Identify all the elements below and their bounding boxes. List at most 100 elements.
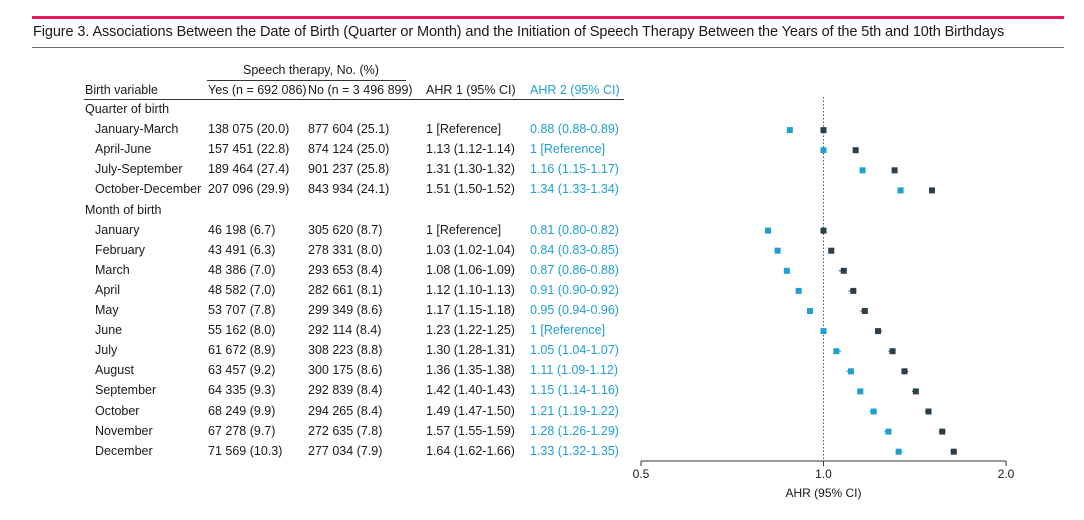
ahr2-marker: [806, 308, 813, 314]
cell-no: 877 604 (25.1): [308, 122, 390, 137]
ahr2-marker: [870, 408, 877, 415]
cell-yes: 48 582 (7.0): [208, 282, 276, 297]
row-label: February: [95, 242, 146, 257]
cell-ahr2: 1.05 (1.04-1.07): [530, 343, 619, 358]
cell-ahr2: 1 [Reference]: [530, 142, 606, 157]
cell-ahr1: 1.23 (1.22-1.25): [426, 323, 515, 338]
section-label: Month of birth: [85, 202, 162, 217]
cell-no: 293 653 (8.4): [308, 262, 383, 277]
ahr1-marker: [820, 227, 827, 234]
ahr1-marker: [950, 448, 957, 455]
cell-no: 272 635 (7.8): [308, 423, 383, 438]
cell-yes: 71 569 (10.3): [208, 443, 283, 458]
cell-ahr2: 1.28 (1.26-1.29): [530, 423, 619, 438]
cell-ahr2: 1.34 (1.33-1.34): [530, 182, 619, 197]
row-label: January-March: [95, 122, 179, 137]
cell-ahr1: 1.64 (1.62-1.66): [426, 443, 515, 458]
header-rule: [84, 99, 624, 100]
cell-ahr1: 1.49 (1.47-1.50): [426, 403, 515, 418]
ahr1-marker: [901, 368, 908, 375]
cell-ahr1: 1.36 (1.35-1.38): [426, 363, 515, 378]
cell-yes: 64 335 (9.3): [208, 383, 276, 398]
header-group-rule: [207, 80, 406, 81]
accent-bar: [32, 16, 1064, 19]
row-label: October: [95, 403, 140, 418]
row-label: May: [95, 303, 119, 317]
cell-no: 277 034 (7.9): [308, 443, 383, 458]
cell-ahr1: 1.42 (1.40-1.43): [426, 383, 515, 398]
ahr2-marker: [859, 167, 866, 174]
cell-yes: 67 278 (9.7): [208, 423, 276, 438]
row-label: September: [95, 383, 157, 398]
row-label: July-September: [95, 162, 183, 177]
ahr1-marker: [852, 147, 859, 154]
cell-no: 292 114 (8.4): [308, 323, 382, 338]
cell-ahr1: 1.51 (1.50-1.52): [426, 182, 515, 197]
header-no: No (n = 3 496 899): [308, 83, 413, 97]
ahr2-marker: [820, 147, 827, 154]
header-ahr2: AHR 2 (95% CI): [530, 83, 620, 97]
cell-ahr1: 1.08 (1.06-1.09): [426, 262, 515, 277]
header-ahr1: AHR 1 (95% CI): [426, 83, 516, 97]
title-divider: [32, 47, 1064, 48]
cell-yes: 157 451 (22.8): [208, 142, 290, 157]
row-label: January: [95, 222, 140, 237]
ahr1-marker: [912, 388, 919, 395]
ahr2-marker: [786, 127, 793, 134]
cell-yes: 68 249 (9.9): [208, 403, 276, 418]
cell-no: 282 661 (8.1): [308, 282, 383, 297]
ahr2-marker: [847, 368, 854, 375]
cell-yes: 138 075 (20.0): [208, 122, 290, 137]
cell-ahr1: 1 [Reference]: [426, 122, 502, 137]
cell-ahr2: 1.16 (1.15-1.17): [530, 162, 619, 177]
ahr1-marker: [850, 287, 857, 294]
cell-no: 843 934 (24.1): [308, 182, 390, 197]
cell-no: 278 331 (8.0): [308, 242, 383, 257]
cell-ahr2: 1.33 (1.32-1.35): [530, 443, 619, 458]
cell-no: 299 349 (8.6): [308, 303, 383, 317]
cell-ahr1: 1.17 (1.15-1.18): [426, 303, 515, 317]
row-label: December: [95, 443, 153, 458]
row-label: August: [95, 363, 134, 378]
x-tick-label: 2.0: [998, 467, 1015, 481]
cell-no: 292 839 (8.4): [308, 383, 383, 398]
ahr2-marker: [820, 328, 827, 335]
ahr2-marker: [765, 227, 772, 234]
section-label: Quarter of birth: [85, 102, 170, 116]
cell-no: 901 237 (25.8): [308, 162, 390, 177]
ahr1-marker: [929, 187, 936, 194]
cell-ahr2: 0.91 (0.90-0.92): [530, 282, 619, 297]
row-label: November: [95, 423, 153, 438]
cell-yes: 63 457 (9.2): [208, 363, 276, 378]
ahr2-marker: [885, 428, 892, 435]
row-label: April-June: [95, 142, 152, 157]
cell-yes: 55 162 (8.0): [208, 323, 276, 338]
header-group-speech-therapy: Speech therapy, No. (%): [243, 63, 379, 77]
row-label: April: [95, 282, 121, 297]
cell-yes: 48 386 (7.0): [208, 262, 276, 277]
x-axis-label: AHR (95% CI): [785, 486, 861, 500]
ahr1-marker: [861, 308, 868, 314]
cell-yes: 207 096 (29.9): [208, 182, 290, 197]
ahr1-marker: [891, 167, 898, 174]
ahr1-marker: [925, 408, 932, 415]
cell-no: 300 175 (8.6): [308, 363, 383, 378]
cell-no: 305 620 (8.7): [308, 222, 383, 237]
cell-yes: 61 672 (8.9): [208, 343, 276, 358]
row-label: October-December: [95, 182, 202, 197]
cell-ahr2: 1.11 (1.09-1.12): [530, 363, 619, 378]
row-label: July: [95, 343, 118, 358]
ahr2-marker: [795, 287, 802, 294]
cell-ahr2: 0.84 (0.83-0.85): [530, 242, 619, 257]
ahr2-marker: [857, 388, 864, 395]
cell-ahr2: 0.87 (0.86-0.88): [530, 262, 619, 277]
header-yes: Yes (n = 692 086): [208, 83, 307, 97]
header-birth-variable: Birth variable: [85, 83, 158, 97]
ahr2-marker: [897, 187, 904, 194]
ahr1-marker: [840, 267, 847, 274]
cell-ahr1: 1.30 (1.28-1.31): [426, 343, 515, 358]
cell-ahr2: 0.95 (0.94-0.96): [530, 303, 619, 317]
cell-ahr1: 1 [Reference]: [426, 222, 502, 237]
ahr1-marker: [939, 428, 946, 435]
